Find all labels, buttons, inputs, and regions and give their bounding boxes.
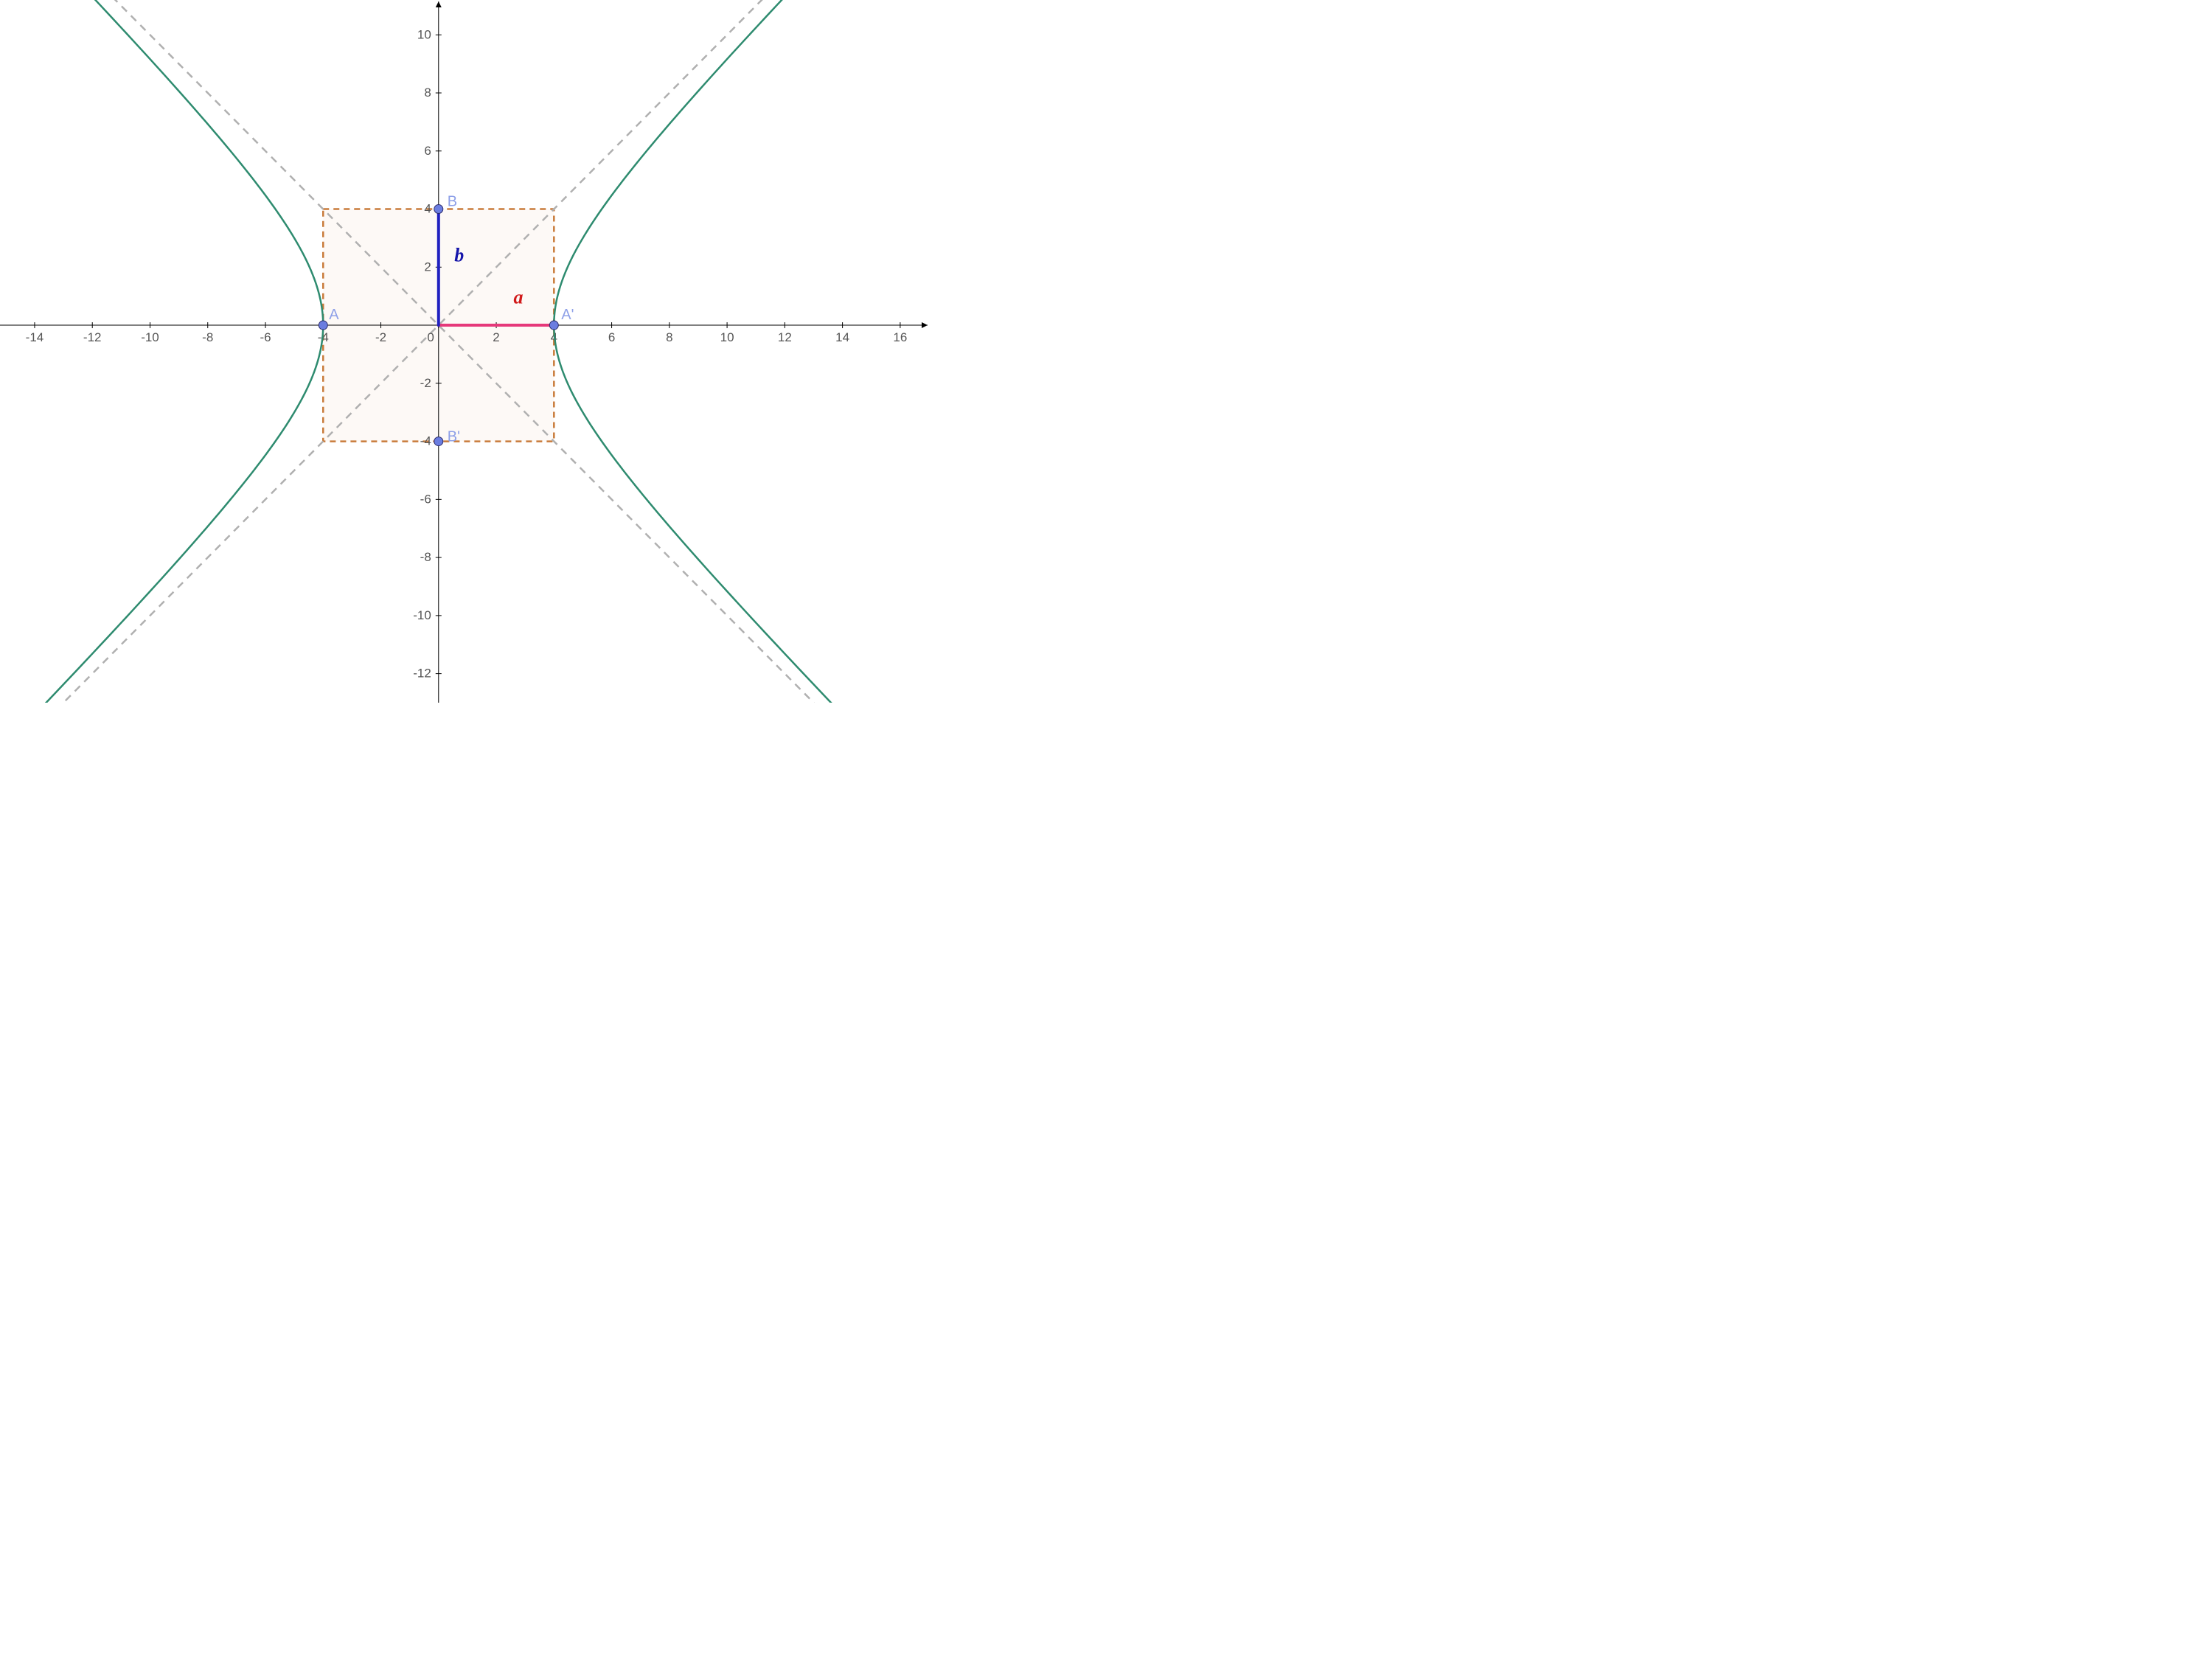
x-tick-label: 14 <box>835 330 849 344</box>
x-tick-label: 12 <box>778 330 792 344</box>
point-A' <box>549 321 558 330</box>
x-tick-label: 10 <box>720 330 734 344</box>
x-tick-label: -6 <box>260 330 271 344</box>
point-B' <box>434 437 443 446</box>
x-tick-label: 2 <box>493 330 499 344</box>
x-tick-label: -10 <box>141 330 159 344</box>
hyperbola-chart: -14 -12 -10 -8 -6 -4 -2 0 2 4 6 8 10 12 14 16 -12 -10 -8 -6… <box>0 0 929 703</box>
x-tick-label: -2 <box>375 330 386 344</box>
x-tick-label: 8 <box>666 330 672 344</box>
point-A <box>319 321 327 330</box>
label-a: a <box>514 287 524 308</box>
y-tick-label: -8 <box>420 550 431 564</box>
y-tick-label: -2 <box>420 376 431 390</box>
hyperbola-right <box>554 0 929 703</box>
point-label-A: A <box>329 307 339 323</box>
x-tick-label: -12 <box>83 330 102 344</box>
hyperbola-left <box>0 0 323 703</box>
x-tick-label: -8 <box>202 330 213 344</box>
x-tick-label: -14 <box>26 330 44 344</box>
x-tick-label: 0 <box>427 330 434 344</box>
y-tick-label: 10 <box>417 27 431 41</box>
x-tick-label: 16 <box>893 330 907 344</box>
point-label-B: B <box>448 194 457 210</box>
y-tick-label: 2 <box>424 260 431 274</box>
x-tick-label: 6 <box>608 330 615 344</box>
y-tick-label: 8 <box>424 86 431 100</box>
x-axis-arrow <box>922 322 928 328</box>
y-tick-label: -12 <box>413 667 431 681</box>
point-label-A': A' <box>561 307 574 323</box>
point-B <box>434 205 443 214</box>
point-label-B': B' <box>448 429 460 445</box>
y-axis-arrow <box>436 1 442 7</box>
y-tick-label: -4 <box>420 434 431 448</box>
label-b: b <box>454 244 464 265</box>
y-tick-label: -10 <box>413 608 431 622</box>
y-tick-label: 6 <box>424 144 431 158</box>
y-tick-label: 4 <box>424 202 431 216</box>
y-tick-label: -6 <box>420 492 431 506</box>
